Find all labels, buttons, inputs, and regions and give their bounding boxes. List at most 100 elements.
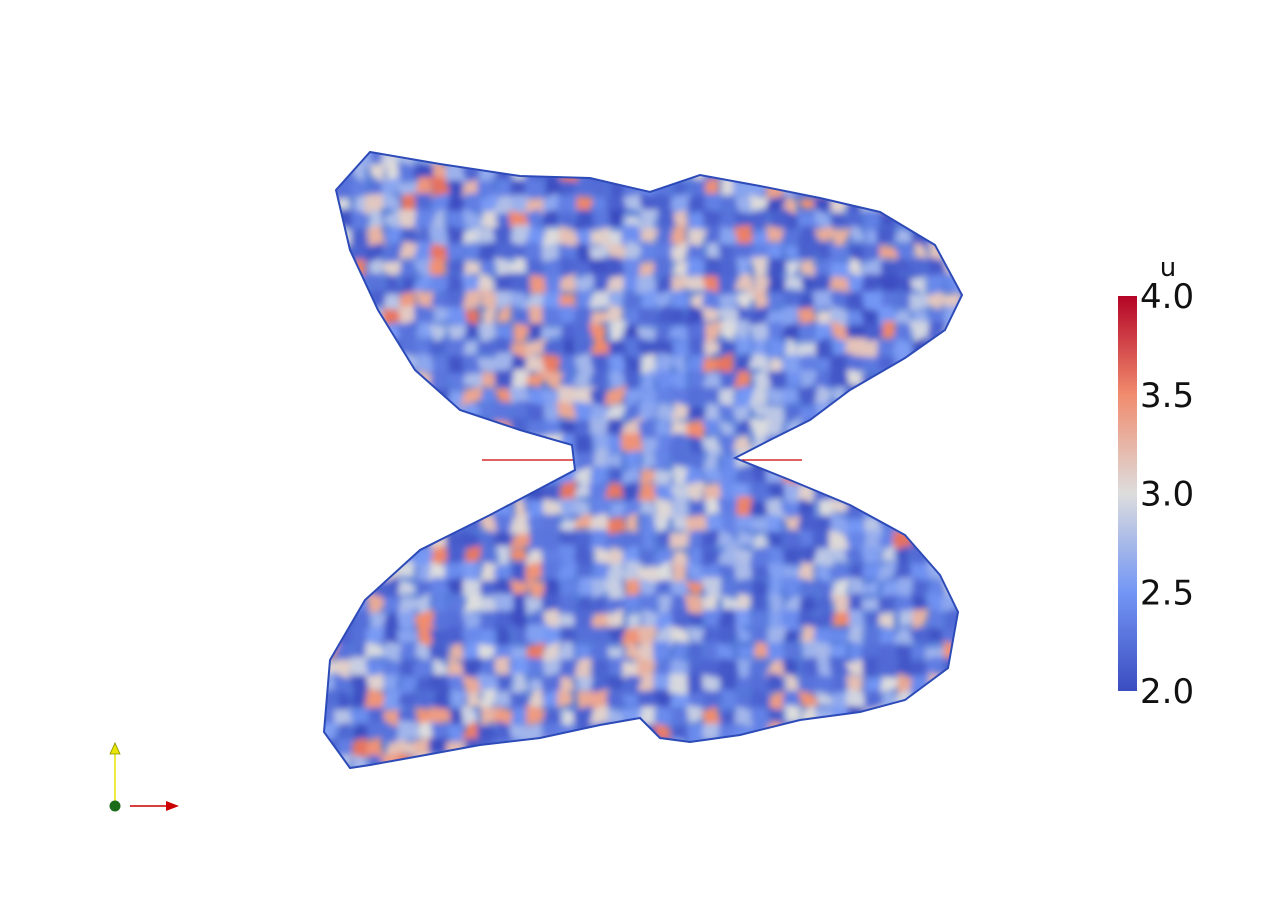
field-cell xyxy=(670,578,690,598)
field-cell xyxy=(606,689,625,708)
field-cell xyxy=(672,402,692,420)
field-cell xyxy=(813,358,835,374)
field-cell xyxy=(783,595,804,614)
field-cell xyxy=(701,577,722,600)
field-cell xyxy=(433,658,448,680)
field-cell xyxy=(513,243,527,263)
field-cell xyxy=(573,259,592,275)
field-cell xyxy=(754,642,768,659)
field-cell xyxy=(623,193,642,212)
field-cell xyxy=(557,528,579,549)
field-cell xyxy=(511,152,527,167)
field-cell xyxy=(589,245,611,262)
field-cell xyxy=(786,260,801,277)
field-cell xyxy=(653,152,671,165)
field-cell xyxy=(574,451,596,471)
field-cell xyxy=(668,673,688,696)
field-cell xyxy=(654,469,673,485)
field-cell xyxy=(719,259,739,278)
field-cell xyxy=(430,546,449,567)
field-cell xyxy=(716,353,734,375)
field-cell xyxy=(541,592,563,614)
field-cell xyxy=(925,593,943,614)
field-cell xyxy=(718,754,737,768)
field-cell xyxy=(529,274,547,294)
field-cell xyxy=(333,352,355,376)
field-cell xyxy=(381,261,402,276)
field-cell xyxy=(673,341,691,360)
field-cell xyxy=(766,482,787,499)
field-cell xyxy=(624,594,640,611)
field-cell xyxy=(589,704,610,726)
field-cell xyxy=(414,402,431,419)
field-cell xyxy=(412,496,432,516)
field-cell xyxy=(909,402,930,419)
field-cell xyxy=(402,497,416,517)
field-cell xyxy=(849,757,864,768)
field-cell xyxy=(591,659,612,674)
field-cell xyxy=(432,306,451,323)
field-cell xyxy=(736,419,750,435)
field-cell xyxy=(720,466,740,487)
field-cell xyxy=(862,152,881,168)
field-cell xyxy=(543,450,561,467)
field-cell xyxy=(654,738,676,760)
field-cell xyxy=(366,401,386,421)
field-cell xyxy=(416,546,435,567)
field-cell xyxy=(716,497,737,517)
field-cell xyxy=(623,354,641,375)
field-cell xyxy=(848,274,864,294)
field-cell xyxy=(624,721,643,741)
field-cell xyxy=(735,337,752,354)
field-cell xyxy=(559,256,575,278)
field-cell xyxy=(412,422,433,440)
field-cell xyxy=(706,242,720,261)
field-cell xyxy=(365,485,386,502)
field-cell xyxy=(604,385,627,406)
field-cell xyxy=(704,256,723,278)
scalar-field-surface[interactable] xyxy=(317,145,980,776)
field-cell xyxy=(428,629,446,648)
field-cell xyxy=(351,402,368,421)
field-cell xyxy=(957,689,962,710)
field-cell xyxy=(479,580,498,595)
field-cell xyxy=(687,228,707,247)
field-cell xyxy=(544,275,563,296)
field-cell xyxy=(848,609,865,630)
field-cell xyxy=(637,417,659,438)
field-cell xyxy=(956,272,962,291)
field-cell xyxy=(332,420,355,439)
field-cell xyxy=(690,178,706,199)
field-cell xyxy=(653,449,671,470)
field-cell xyxy=(429,152,449,163)
field-cell xyxy=(701,288,719,311)
field-cell xyxy=(861,454,883,467)
field-cell xyxy=(348,708,370,723)
field-cell xyxy=(492,706,513,726)
field-cell xyxy=(748,546,771,568)
field-cell xyxy=(573,273,596,293)
field-cell xyxy=(606,164,625,183)
field-cell xyxy=(751,339,768,358)
field-cell xyxy=(482,371,496,389)
field-cell xyxy=(687,754,702,768)
field-cell xyxy=(527,754,548,768)
field-cell xyxy=(925,224,948,246)
field-cell xyxy=(748,353,770,370)
field-cell xyxy=(430,721,452,741)
field-cell xyxy=(592,433,610,452)
field-cell xyxy=(448,355,466,376)
field-cell xyxy=(336,321,353,344)
field-cell xyxy=(460,416,481,438)
field-cell xyxy=(466,690,482,708)
field-cell xyxy=(813,453,834,471)
field-cell xyxy=(431,752,449,768)
field-cell xyxy=(416,563,432,583)
field-cell xyxy=(766,626,788,646)
field-cell xyxy=(749,194,770,212)
field-cell xyxy=(607,435,625,454)
field-cell xyxy=(339,722,352,741)
field-cell xyxy=(495,177,516,200)
orientation-axes[interactable] xyxy=(109,742,180,812)
